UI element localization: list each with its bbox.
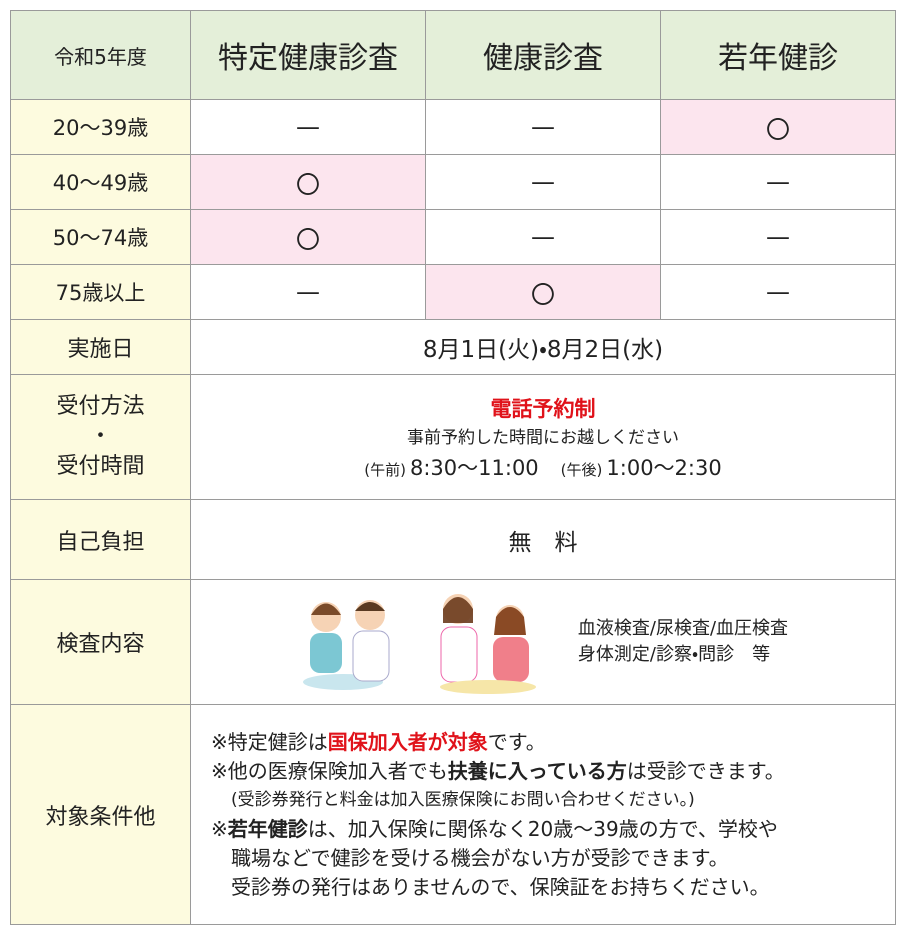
eligibility-cell: — [425, 99, 661, 155]
eligibility-cell: — [190, 99, 426, 155]
row-label: 検査内容 [10, 579, 191, 705]
reception-note: 事前予約した時間にお越しください [407, 427, 679, 448]
condition-text: 職場などで健診を受ける機会がない方が受診できます。 [231, 845, 729, 870]
row-label: 40〜49歳 [10, 154, 191, 210]
row-label: 受付方法・受付時間 [10, 374, 191, 500]
date-row-content: 8月1日(火)・8月2日(水) [190, 319, 896, 375]
condition-text: は受診できます。 [626, 758, 785, 783]
condition-text: 若年健診 [227, 816, 308, 841]
age-row: 75歳以上 — 〇 — [10, 264, 896, 320]
condition-line: ※特定健診は国保加入者が対象です。 [211, 728, 895, 757]
eligibility-cell: — [660, 209, 896, 265]
age-row: 20〜39歳 — — 〇 [10, 99, 896, 155]
table-body: 令和5年度 特定健康診査 健康診査 若年健診 20〜39歳 — — 〇 40〜49歳〇 — —50〜… [10, 10, 896, 925]
exam-box: 血液検査/尿検査/血圧検査 身体測定/診察・問診 等 [191, 587, 895, 697]
exam-item: 血液検査/尿検査/血圧検査 [577, 618, 789, 639]
schedule-table: 令和5年度 特定健康診査 健康診査 若年健診 20〜39歳 — — 〇 40〜49歳〇 — —50〜… [10, 10, 896, 925]
condition-text: ※特定健診は [211, 729, 328, 754]
reception-times: (午前) 8:30〜11:00 (午後) 1:00〜2:30 [191, 452, 895, 482]
exam-row: 検査内容 血液検査/尿検査/血圧検査 身体測定/診察・問診 等 [10, 579, 896, 705]
eligibility-cell: 〇 [190, 154, 426, 210]
condition-text: です。 [487, 729, 546, 754]
label-line: ・ [89, 424, 112, 449]
eligibility-cell: — [660, 264, 896, 320]
condition-text: ※他の医療保険加入者でも [211, 758, 448, 783]
exam-item: 身体測定/診察・問診 等 [577, 644, 771, 665]
age-row: 40〜49歳〇 — — [10, 154, 896, 210]
time-range: 8:30〜11:00 [409, 455, 539, 480]
cost-row: 自己負担無 料 [10, 499, 896, 580]
column-header: 若年健診 [660, 10, 896, 100]
condition-text: (受診券発行と料金は加入医療保険にお問い合わせください。) [231, 789, 695, 810]
row-label: 75歳以上 [10, 264, 191, 320]
reception-title: 電話予約制 [490, 396, 596, 421]
condition-line: 職場などで健診を受ける機会がない方が受診できます。 [211, 844, 895, 873]
column-header: 健康診査 [425, 10, 661, 100]
column-header: 特定健康診査 [190, 10, 426, 100]
row-label: 対象条件他 [10, 704, 191, 925]
condition-line: (受診券発行と料金は加入医療保険にお問い合わせください。) [211, 786, 895, 815]
table-wrap: 令和5年度 特定健康診査 健康診査 若年健診 20〜39歳 — — 〇 40〜49歳〇 — —50〜… [10, 10, 896, 925]
exam-items: 血液検査/尿検査/血圧検査 身体測定/診察・問診 等 [578, 616, 788, 668]
condition-text: は、加入保険に関係なく20歳〜39歳の方で、学校や [307, 816, 778, 841]
time-range: 1:00〜2:30 [606, 455, 722, 480]
condition-text: 国保加入者が対象 [327, 729, 488, 754]
exam-row-content: 血液検査/尿検査/血圧検査 身体測定/診察・問診 等 [190, 579, 896, 705]
reception-row-content: 電話予約制 事前予約した時間にお越しください (午前) 8:30〜11:00 (午後) 1… [190, 374, 896, 500]
eligibility-cell: 〇 [660, 99, 896, 155]
time-tag: (午前) [364, 460, 406, 479]
row-label: 実施日 [10, 319, 191, 375]
eligibility-cell: 〇 [425, 264, 661, 320]
row-label: 50〜74歳 [10, 209, 191, 265]
time-tag: (午後) [560, 460, 603, 479]
eligibility-cell: 〇 [190, 209, 426, 265]
condition-line: ※若年健診は、加入保険に関係なく20歳〜39歳の方で、学校や [211, 815, 895, 844]
eligibility-cell: — [425, 209, 661, 265]
reception-row: 受付方法・受付時間 電話予約制 事前予約した時間にお越しください (午前) 8:30〜1… [10, 374, 896, 500]
cost-row-content: 無 料 [190, 499, 896, 580]
condition-line: ※他の医療保険加入者でも扶養に入っている方は受診できます。 [211, 757, 895, 786]
condition-text: ※ [211, 816, 228, 841]
illustration [302, 594, 536, 694]
eligibility-cell: — [660, 154, 896, 210]
age-row: 50〜74歳〇 — — [10, 209, 896, 265]
row-label: 自己負担 [10, 499, 191, 580]
conditions-row: 対象条件他 ※特定健診は国保加入者が対象です。 ※他の医療保険加入者でも扶養に入って… [10, 704, 896, 925]
eligibility-cell: — [190, 264, 426, 320]
eligibility-cell: — [425, 154, 661, 210]
condition-text: 受診券の発行はありませんので、保険証をお持ちください。 [231, 874, 770, 899]
header-row: 令和5年度 特定健康診査 健康診査 若年健診 [10, 10, 896, 100]
condition-line: 受診券の発行はありませんので、保険証をお持ちください。 [211, 873, 895, 902]
label-line: 受付時間 [56, 454, 145, 479]
year-header: 令和5年度 [10, 10, 191, 100]
date-row: 実施日 8月1日(火)・8月2日(水) [10, 319, 896, 375]
label-line: 受付方法 [56, 394, 145, 419]
row-label: 20〜39歳 [10, 99, 191, 155]
conditions-row-content: ※特定健診は国保加入者が対象です。 ※他の医療保険加入者でも扶養に入っている方は受… [190, 704, 896, 925]
condition-text: 扶養に入っている方 [447, 758, 627, 783]
